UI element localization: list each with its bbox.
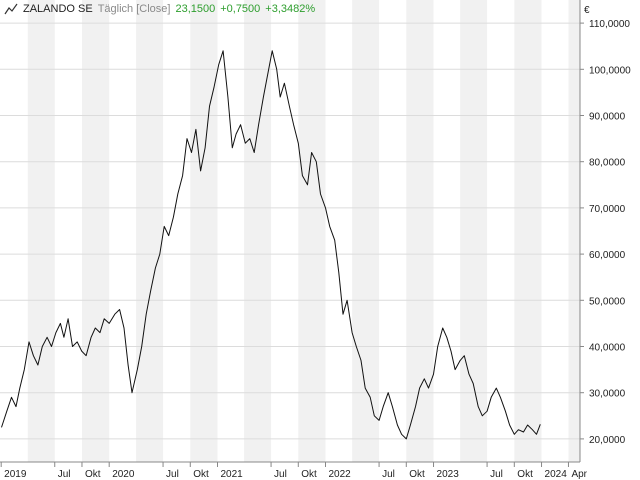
quarter-band [568,0,580,462]
x-tick-label: 2021 [221,469,244,480]
y-tick-label: 60,0000 [589,250,626,261]
price-change: +0,7500 [220,3,261,15]
x-tick-label: 2022 [329,469,352,480]
y-tick-label: 80,0000 [589,158,626,169]
x-tick-label: Okt [301,469,317,480]
y-tick-label: 50,0000 [589,296,626,307]
ticker-name: ZALANDO SE [23,3,93,15]
quarter-band [514,0,542,462]
x-tick-label: 2023 [437,469,460,480]
quarter-band [298,0,326,462]
quarter-band [244,0,272,462]
quarter-band [190,0,218,462]
quarter-band [81,0,110,462]
x-tick-label: 2024 [545,469,568,480]
y-tick-label: 40,0000 [589,343,626,354]
x-tick-label: Jul [58,469,71,480]
x-tick-label: Apr [571,469,587,480]
x-tick-label: Jul [490,469,503,480]
quarter-band [136,0,164,462]
y-tick-label: 20,0000 [589,435,626,446]
line-chart-icon [4,3,18,15]
currency-unit: € [584,5,590,16]
last-price: 23,1500 [175,3,216,15]
price-series-line [1,50,541,440]
price-change-percent: +3,3482% [265,3,316,15]
x-tick-label: Okt [409,469,425,480]
x-tick-label: Jul [382,469,395,480]
y-tick-label: 100,0000 [589,65,631,76]
y-tick-label: 70,0000 [589,204,626,215]
x-tick-label: Jul [166,469,179,480]
x-tick-label: 2019 [4,469,27,480]
x-tick-label: 2020 [112,469,135,480]
x-tick-label: Okt [193,469,209,480]
quarter-band [352,0,380,462]
x-tick-label: Okt [85,469,101,480]
quarter-band [406,0,434,462]
chart-header: ZALANDO SE Täglich [Close] 23,1500 +0,75… [4,3,315,15]
y-tick-label: 110,0000 [589,19,630,30]
interval-label: Täglich [Close] [97,3,171,15]
y-tick-label: 90,0000 [589,112,626,123]
quarter-band [27,0,55,462]
x-tick-label: Okt [517,469,533,480]
y-tick-label: 30,0000 [589,389,626,400]
x-tick-label: Jul [274,469,287,480]
